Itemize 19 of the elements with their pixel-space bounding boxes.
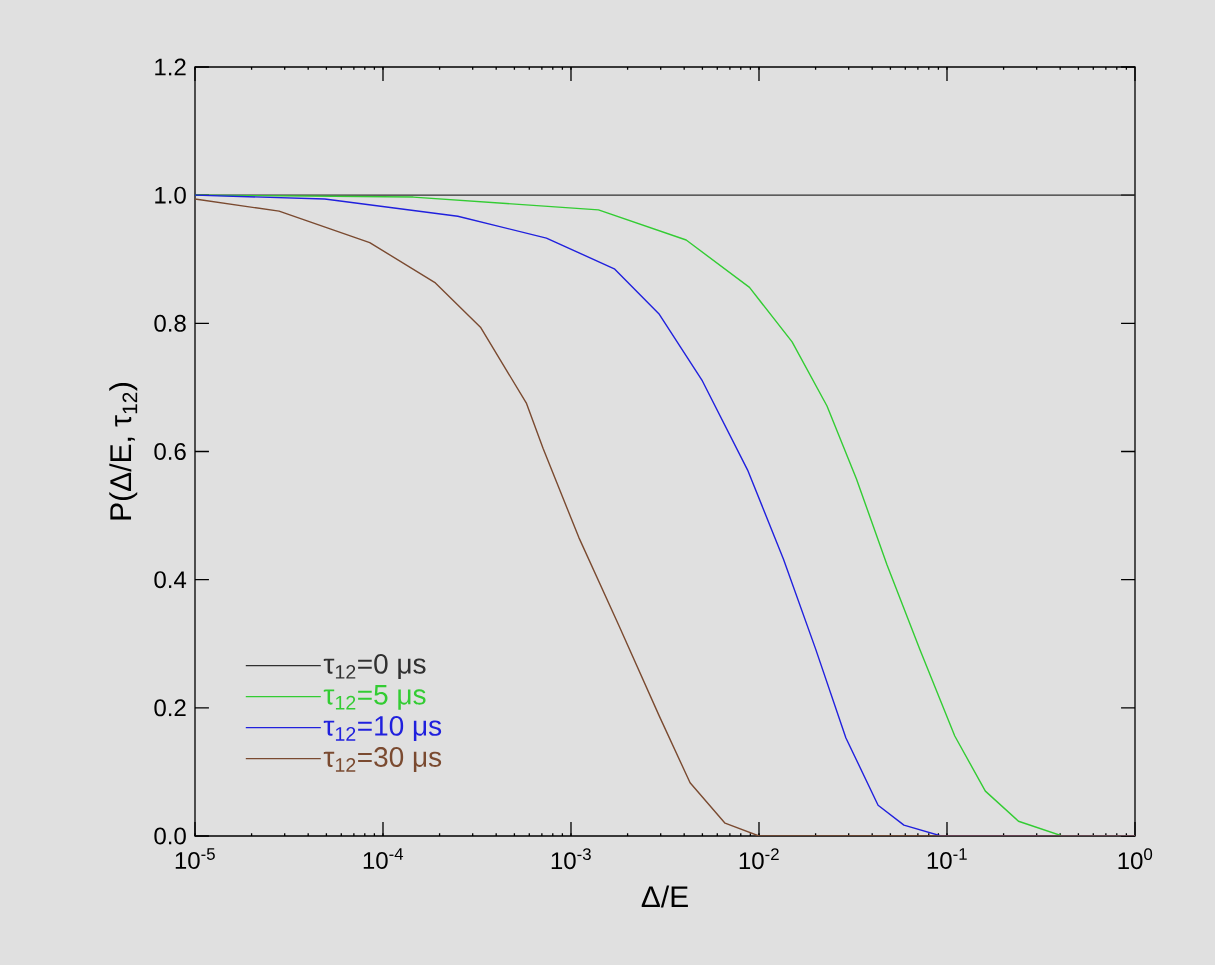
y-tick-label: 0.8 bbox=[154, 314, 186, 332]
legend-label: τ$_{12}$=5 μs bbox=[323, 685, 426, 710]
legend-label: τ$_{12}$=10 μs bbox=[323, 715, 442, 741]
x-tick-label: 10$^{-4}$ bbox=[363, 848, 404, 870]
y-tick-label: 1.0 bbox=[155, 186, 186, 204]
y-tick-label: 0.0 bbox=[154, 827, 186, 845]
y-tick-label: 0.6 bbox=[154, 443, 186, 460]
y-tick-label: 1.2 bbox=[155, 58, 186, 76]
legend-label: τ$_{12}$=0 μs bbox=[323, 653, 426, 679]
x-tick-label: 10$^{-1}$ bbox=[927, 848, 967, 870]
legend-label: τ$_{12}$=30 μs bbox=[323, 747, 442, 773]
x-tick-label: 10$^{0}$ bbox=[1118, 848, 1153, 870]
x-axis-title: Δ/E bbox=[641, 885, 688, 908]
y-axis-title: P(Δ/E, τ$_{12}$) bbox=[109, 382, 138, 520]
x-tick-label: 10$^{-2}$ bbox=[739, 848, 779, 870]
y-tick-label: 0.2 bbox=[154, 699, 186, 717]
x-tick-label: 10$^{-3}$ bbox=[551, 848, 591, 870]
x-tick-label: 10$^{-5}$ bbox=[175, 848, 215, 870]
y-tick-label: 0.4 bbox=[154, 571, 187, 589]
